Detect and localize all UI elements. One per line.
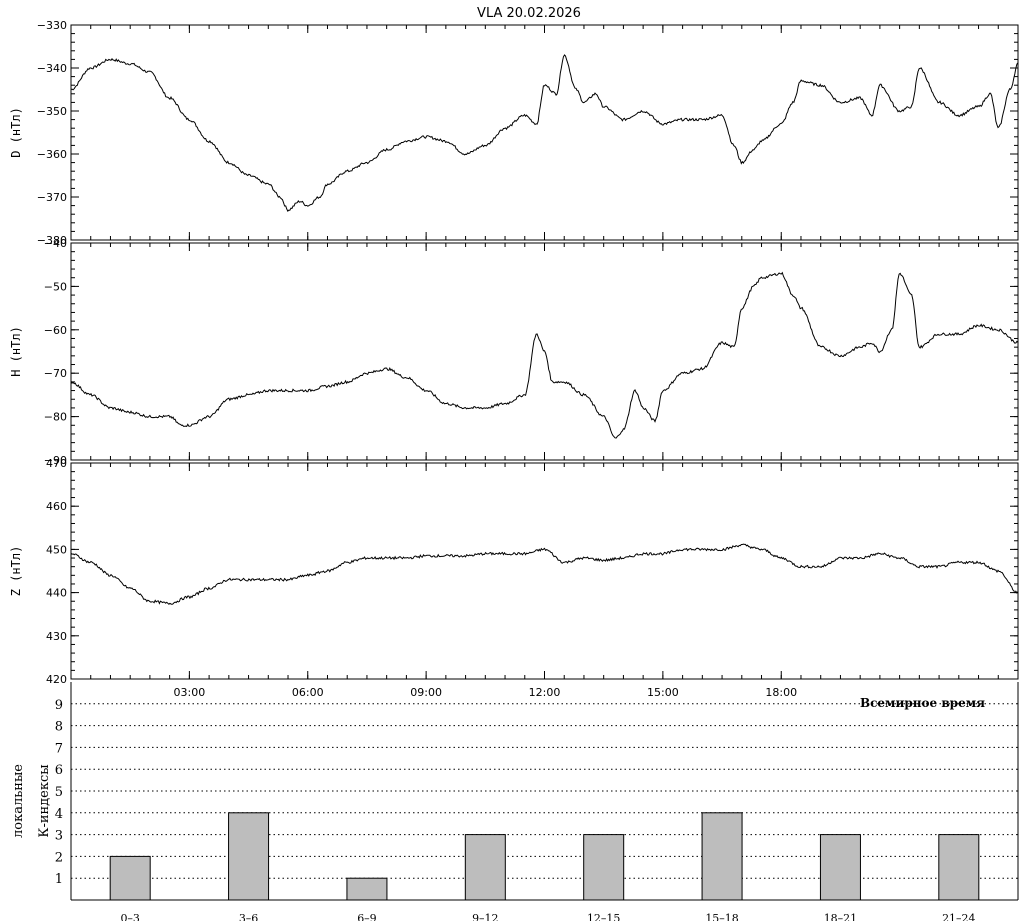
panel-d: −330 −340 −350 −360 −370 −380 D (нТл) xyxy=(9,19,1019,247)
time-tick-label: 06:00 xyxy=(292,686,324,699)
time-tick-label: 09:00 xyxy=(410,686,442,699)
y-tick-label: −80 xyxy=(44,411,67,424)
y-tick-label: 8 xyxy=(55,720,63,735)
k-bar xyxy=(938,834,980,901)
k-bar xyxy=(583,834,625,901)
k-bar xyxy=(228,812,270,901)
series-line-z xyxy=(70,543,1019,605)
time-tick-label: 03:00 xyxy=(174,686,206,699)
y-axis-label: Z (нТл) xyxy=(9,546,23,597)
y-tick-label: −380 xyxy=(37,234,67,247)
y-axis-label: H (нТл) xyxy=(9,326,23,377)
y-tick-label: 1 xyxy=(55,872,63,887)
category-label: 9–12 xyxy=(472,912,499,921)
time-tick-label: 18:00 xyxy=(765,686,797,699)
k-bar xyxy=(346,877,388,901)
panel-h: −40 −50 −60 −70 −80 −90 H (нТл) xyxy=(9,237,1019,467)
y-tick-label: −370 xyxy=(37,191,67,204)
y-tick-label: 5 xyxy=(55,785,63,800)
k-bar xyxy=(701,812,743,901)
category-label: 6–9 xyxy=(357,912,377,921)
category-label: 15–18 xyxy=(705,912,739,921)
y-tick-label: −330 xyxy=(37,19,67,32)
panels: −330 −340 −350 −360 −370 −380 D (нТл) −40 −50 −60… xyxy=(9,19,1019,921)
y-tick-label: −60 xyxy=(44,324,67,337)
y-axis-label: К-индексы xyxy=(37,764,52,837)
y-axis-label: D (нТл) xyxy=(9,107,23,158)
category-label: 18–21 xyxy=(824,912,858,921)
k-bar xyxy=(109,855,151,901)
category-label: 0–3 xyxy=(120,912,140,921)
time-axis-label: Всемирное время xyxy=(860,696,985,710)
category-label: 21–24 xyxy=(942,912,976,921)
y-tick-label: 9 xyxy=(55,698,63,713)
y-tick-label: 7 xyxy=(55,741,63,756)
y-tick-label: 6 xyxy=(55,763,63,778)
category-label: 3–6 xyxy=(239,912,259,921)
y-tick-label: 470 xyxy=(46,457,67,470)
y-tick-label: 450 xyxy=(46,543,67,556)
y-tick-label: 440 xyxy=(46,587,67,600)
y-tick-label: 430 xyxy=(46,630,67,643)
plot-frame xyxy=(70,24,1019,241)
y-tick-label: −350 xyxy=(37,105,67,118)
time-tick-label: 12:00 xyxy=(529,686,561,699)
y-tick-label: −70 xyxy=(44,367,67,380)
y-tick-label: 4 xyxy=(55,807,63,822)
y-tick-label: −340 xyxy=(37,62,67,75)
series-line-d xyxy=(70,54,1019,212)
y-tick-label: −50 xyxy=(44,280,67,293)
time-tick-label: 15:00 xyxy=(647,686,679,699)
panel-z: 470 460 450 440 430 420 Z (нТл) xyxy=(9,457,1019,686)
y-tick-label: 2 xyxy=(55,850,63,865)
k-bar xyxy=(464,834,506,901)
panel-k-index: 1 2 3 4 5 6 7 8 9 0–3 3–6 6–9 9–12 12–15 15–18 18–21 21–… xyxy=(11,682,1019,921)
chart-title: VLA 20.02.2026 xyxy=(477,6,581,21)
y-tick-label: 420 xyxy=(46,673,67,686)
y-tick-label: −360 xyxy=(37,148,67,161)
y-tick-label: −40 xyxy=(44,237,67,250)
series-line-h xyxy=(70,271,1019,439)
k-bar xyxy=(819,834,861,901)
category-label: 12–15 xyxy=(587,912,621,921)
y-tick-label: 460 xyxy=(46,500,67,513)
plot-frame xyxy=(70,462,1019,680)
y-tick-label: 3 xyxy=(55,829,63,844)
y-tick-label: −90 xyxy=(44,454,67,467)
y-axis-label-outer: локальные xyxy=(11,764,26,838)
